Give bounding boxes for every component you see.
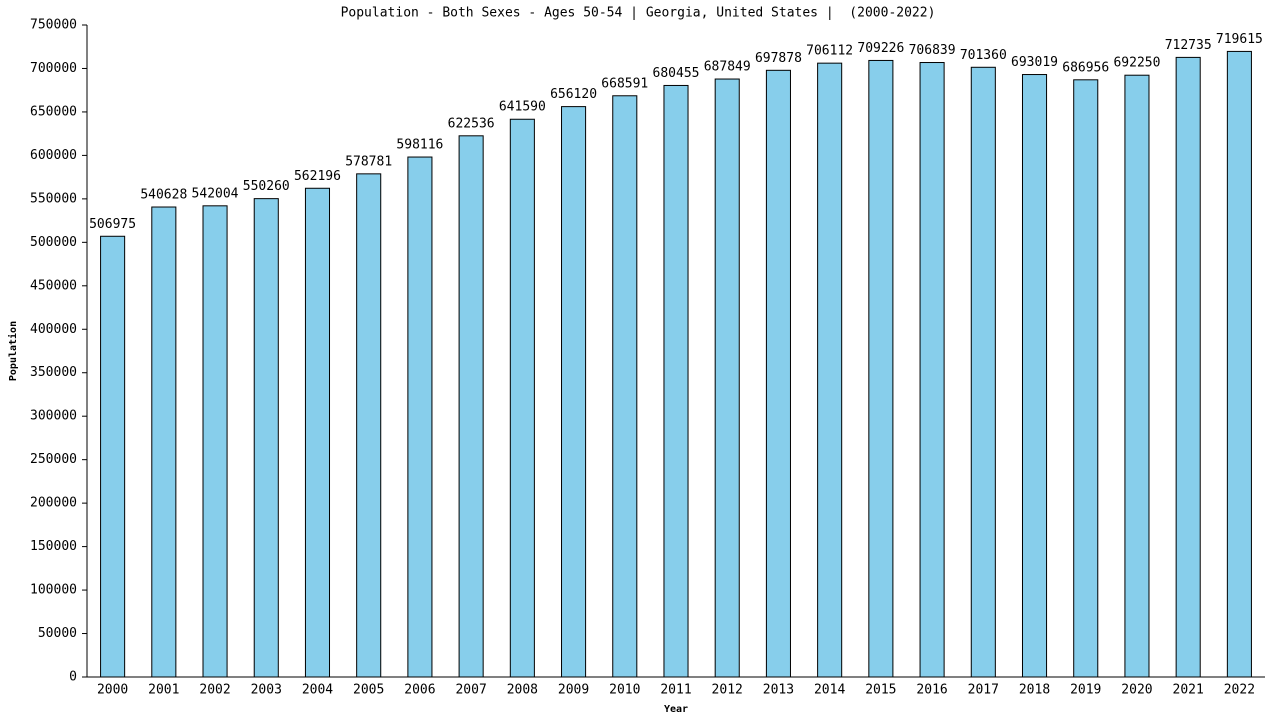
bar — [1124, 74, 1150, 678]
value-label: 540628 — [140, 188, 187, 203]
value-label: 692250 — [1113, 56, 1160, 71]
bar — [100, 235, 126, 678]
value-label: 550260 — [243, 179, 290, 194]
bar — [1226, 50, 1252, 678]
value-label: 598116 — [396, 138, 443, 153]
bar — [202, 205, 228, 678]
value-label: 668591 — [601, 76, 648, 91]
y-tick-label: 450000 — [30, 278, 77, 293]
value-label: 719615 — [1216, 32, 1263, 47]
value-label: 693019 — [1011, 55, 1058, 70]
y-tick-label: 250000 — [30, 452, 77, 467]
x-tick-label: 2009 — [558, 683, 589, 698]
y-tick-label: 300000 — [30, 409, 77, 424]
bar — [356, 173, 382, 678]
bar — [509, 118, 535, 678]
y-tick-label: 500000 — [30, 235, 77, 250]
x-tick-label: 2006 — [404, 683, 435, 698]
value-label: 562196 — [294, 169, 341, 184]
x-tick-label: 2015 — [865, 683, 896, 698]
bar — [970, 66, 996, 678]
bar — [612, 95, 638, 678]
x-tick-label: 2003 — [251, 683, 282, 698]
x-tick-label: 2022 — [1224, 683, 1255, 698]
x-tick-label: 2016 — [916, 683, 947, 698]
bar — [817, 62, 843, 678]
bar — [1175, 56, 1201, 678]
y-tick-label: 600000 — [30, 148, 77, 163]
value-label: 709226 — [857, 41, 904, 56]
y-tick-label: 550000 — [30, 191, 77, 206]
x-tick-label: 2018 — [1019, 683, 1050, 698]
y-tick-label: 200000 — [30, 496, 77, 511]
x-tick-label: 2011 — [660, 683, 691, 698]
x-tick-label: 2019 — [1070, 683, 1101, 698]
y-tick-label: 0 — [69, 670, 77, 685]
x-tick-label: 2017 — [968, 683, 999, 698]
x-tick-label: 2005 — [353, 683, 384, 698]
y-tick-label: 350000 — [30, 365, 77, 380]
bar — [151, 206, 177, 678]
chart-title: Population - Both Sexes - Ages 50-54 | G… — [341, 6, 936, 21]
y-tick-label: 650000 — [30, 104, 77, 119]
bar — [663, 84, 689, 678]
x-tick-label: 2008 — [507, 683, 538, 698]
x-tick-label: 2001 — [148, 683, 179, 698]
x-axis-title: Year — [664, 704, 688, 715]
value-label: 697878 — [755, 51, 802, 66]
value-label: 680455 — [653, 66, 700, 81]
value-label: 506975 — [89, 217, 136, 232]
x-tick-label: 2002 — [199, 683, 230, 698]
bar — [765, 69, 791, 678]
x-tick-label: 2021 — [1173, 683, 1204, 698]
x-tick-label: 2012 — [712, 683, 743, 698]
y-tick-label: 400000 — [30, 322, 77, 337]
value-label: 712735 — [1165, 38, 1212, 53]
value-label: 701360 — [960, 48, 1007, 63]
y-tick-label: 750000 — [30, 18, 77, 33]
x-tick-label: 2013 — [763, 683, 794, 698]
bar — [458, 135, 484, 678]
y-tick-label: 50000 — [38, 626, 77, 641]
bar — [561, 106, 587, 678]
bar — [868, 59, 894, 678]
value-label: 542004 — [192, 186, 239, 201]
x-tick-label: 2007 — [455, 683, 486, 698]
y-tick-label: 700000 — [30, 61, 77, 76]
value-label: 687849 — [704, 60, 751, 75]
value-label: 656120 — [550, 87, 597, 102]
value-label: 578781 — [345, 154, 392, 169]
x-tick-label: 2020 — [1121, 683, 1152, 698]
x-tick-label: 2000 — [97, 683, 128, 698]
value-label: 706839 — [909, 43, 956, 58]
y-axis-title: Population — [7, 321, 19, 381]
y-tick-label: 150000 — [30, 539, 77, 554]
x-tick-label: 2004 — [302, 683, 333, 698]
x-tick-label: 2014 — [814, 683, 845, 698]
bar — [1021, 74, 1048, 678]
x-tick-label: 2010 — [609, 683, 640, 698]
value-label: 622536 — [448, 116, 495, 131]
bar — [407, 156, 433, 678]
value-label: 706112 — [806, 44, 853, 59]
value-label: 641590 — [499, 100, 546, 115]
y-tick-label: 100000 — [30, 583, 77, 598]
bar — [1073, 79, 1099, 678]
bar — [919, 62, 945, 678]
bar — [714, 78, 740, 678]
bar — [253, 198, 279, 678]
value-label: 686956 — [1062, 60, 1109, 75]
bar — [304, 187, 331, 678]
